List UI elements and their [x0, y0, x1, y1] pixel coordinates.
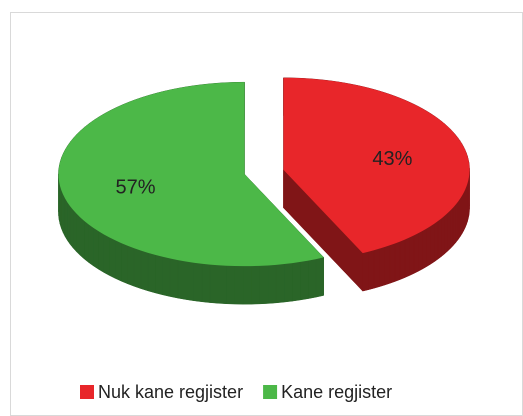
slice-side [389, 243, 396, 284]
slice-side [169, 258, 179, 299]
slice-side [79, 216, 85, 260]
legend-swatch [263, 385, 278, 399]
slice-side [373, 248, 380, 289]
slice-side [226, 265, 235, 305]
slice-side [162, 256, 171, 297]
slice-side [300, 260, 309, 301]
slice-side [452, 203, 456, 247]
slice-side [98, 230, 104, 273]
slice-side [93, 227, 99, 270]
slice-side [72, 209, 77, 253]
slice-side [140, 250, 149, 292]
slice-side [147, 252, 156, 294]
slice-side [444, 212, 448, 255]
legend-swatch [80, 385, 94, 399]
slice-side [455, 201, 459, 244]
slice-side [430, 223, 435, 265]
slice-side [292, 261, 301, 302]
slice-side [242, 265, 252, 305]
data-label: 43% [372, 148, 412, 170]
slice-side [418, 230, 423, 272]
slice-side [177, 259, 187, 300]
slice-side [209, 264, 219, 304]
slice-side [413, 232, 419, 274]
slice-side [69, 205, 74, 249]
slice-side [437, 217, 442, 260]
slice-side [62, 194, 66, 237]
legend-label: Kane regjister [281, 382, 392, 402]
slice-side [394, 241, 401, 282]
slice-side [308, 258, 317, 299]
slice-side [459, 194, 463, 238]
slice-side [259, 265, 269, 305]
slice-side [450, 206, 454, 249]
slice-side [384, 244, 391, 286]
slice-side [461, 191, 464, 235]
slice-side [76, 213, 81, 256]
slice-side [114, 239, 122, 282]
slice-side [267, 264, 277, 304]
slice-side [441, 215, 445, 257]
slice-side [399, 239, 406, 280]
slice-side [362, 251, 369, 292]
slice-side [379, 246, 385, 288]
slice-side [283, 169, 363, 292]
data-label: 57% [116, 177, 156, 199]
slice-side [109, 236, 116, 279]
legend-label: Nuk kane regjister [98, 382, 243, 402]
slice-side [409, 234, 415, 276]
slice-side [447, 209, 451, 252]
slice-top [283, 77, 470, 254]
slice-side [67, 201, 71, 245]
slice-side [103, 233, 110, 276]
slice-side [457, 198, 461, 241]
slice-side [404, 237, 410, 278]
slice-side [426, 225, 431, 267]
slice-side [284, 262, 293, 303]
slice-side [84, 220, 89, 263]
slice-side [201, 263, 211, 303]
slice-side [368, 249, 375, 291]
slice-side [127, 245, 135, 287]
slice-side [251, 265, 260, 305]
slice-side [434, 220, 439, 263]
slice-side [193, 262, 203, 303]
slice-side [315, 257, 324, 298]
slice-side [422, 228, 427, 270]
slice-side [88, 223, 94, 267]
slice-side [275, 263, 285, 304]
slice-side [133, 247, 142, 289]
pie-slice [58, 81, 324, 305]
slice-top [58, 82, 324, 267]
slice-side [185, 261, 194, 301]
pie-slice [283, 77, 470, 292]
slice-side [155, 254, 163, 296]
slice-side [234, 265, 244, 305]
slice-side [217, 264, 227, 305]
slice-side [121, 242, 128, 285]
slice-side [64, 197, 68, 242]
